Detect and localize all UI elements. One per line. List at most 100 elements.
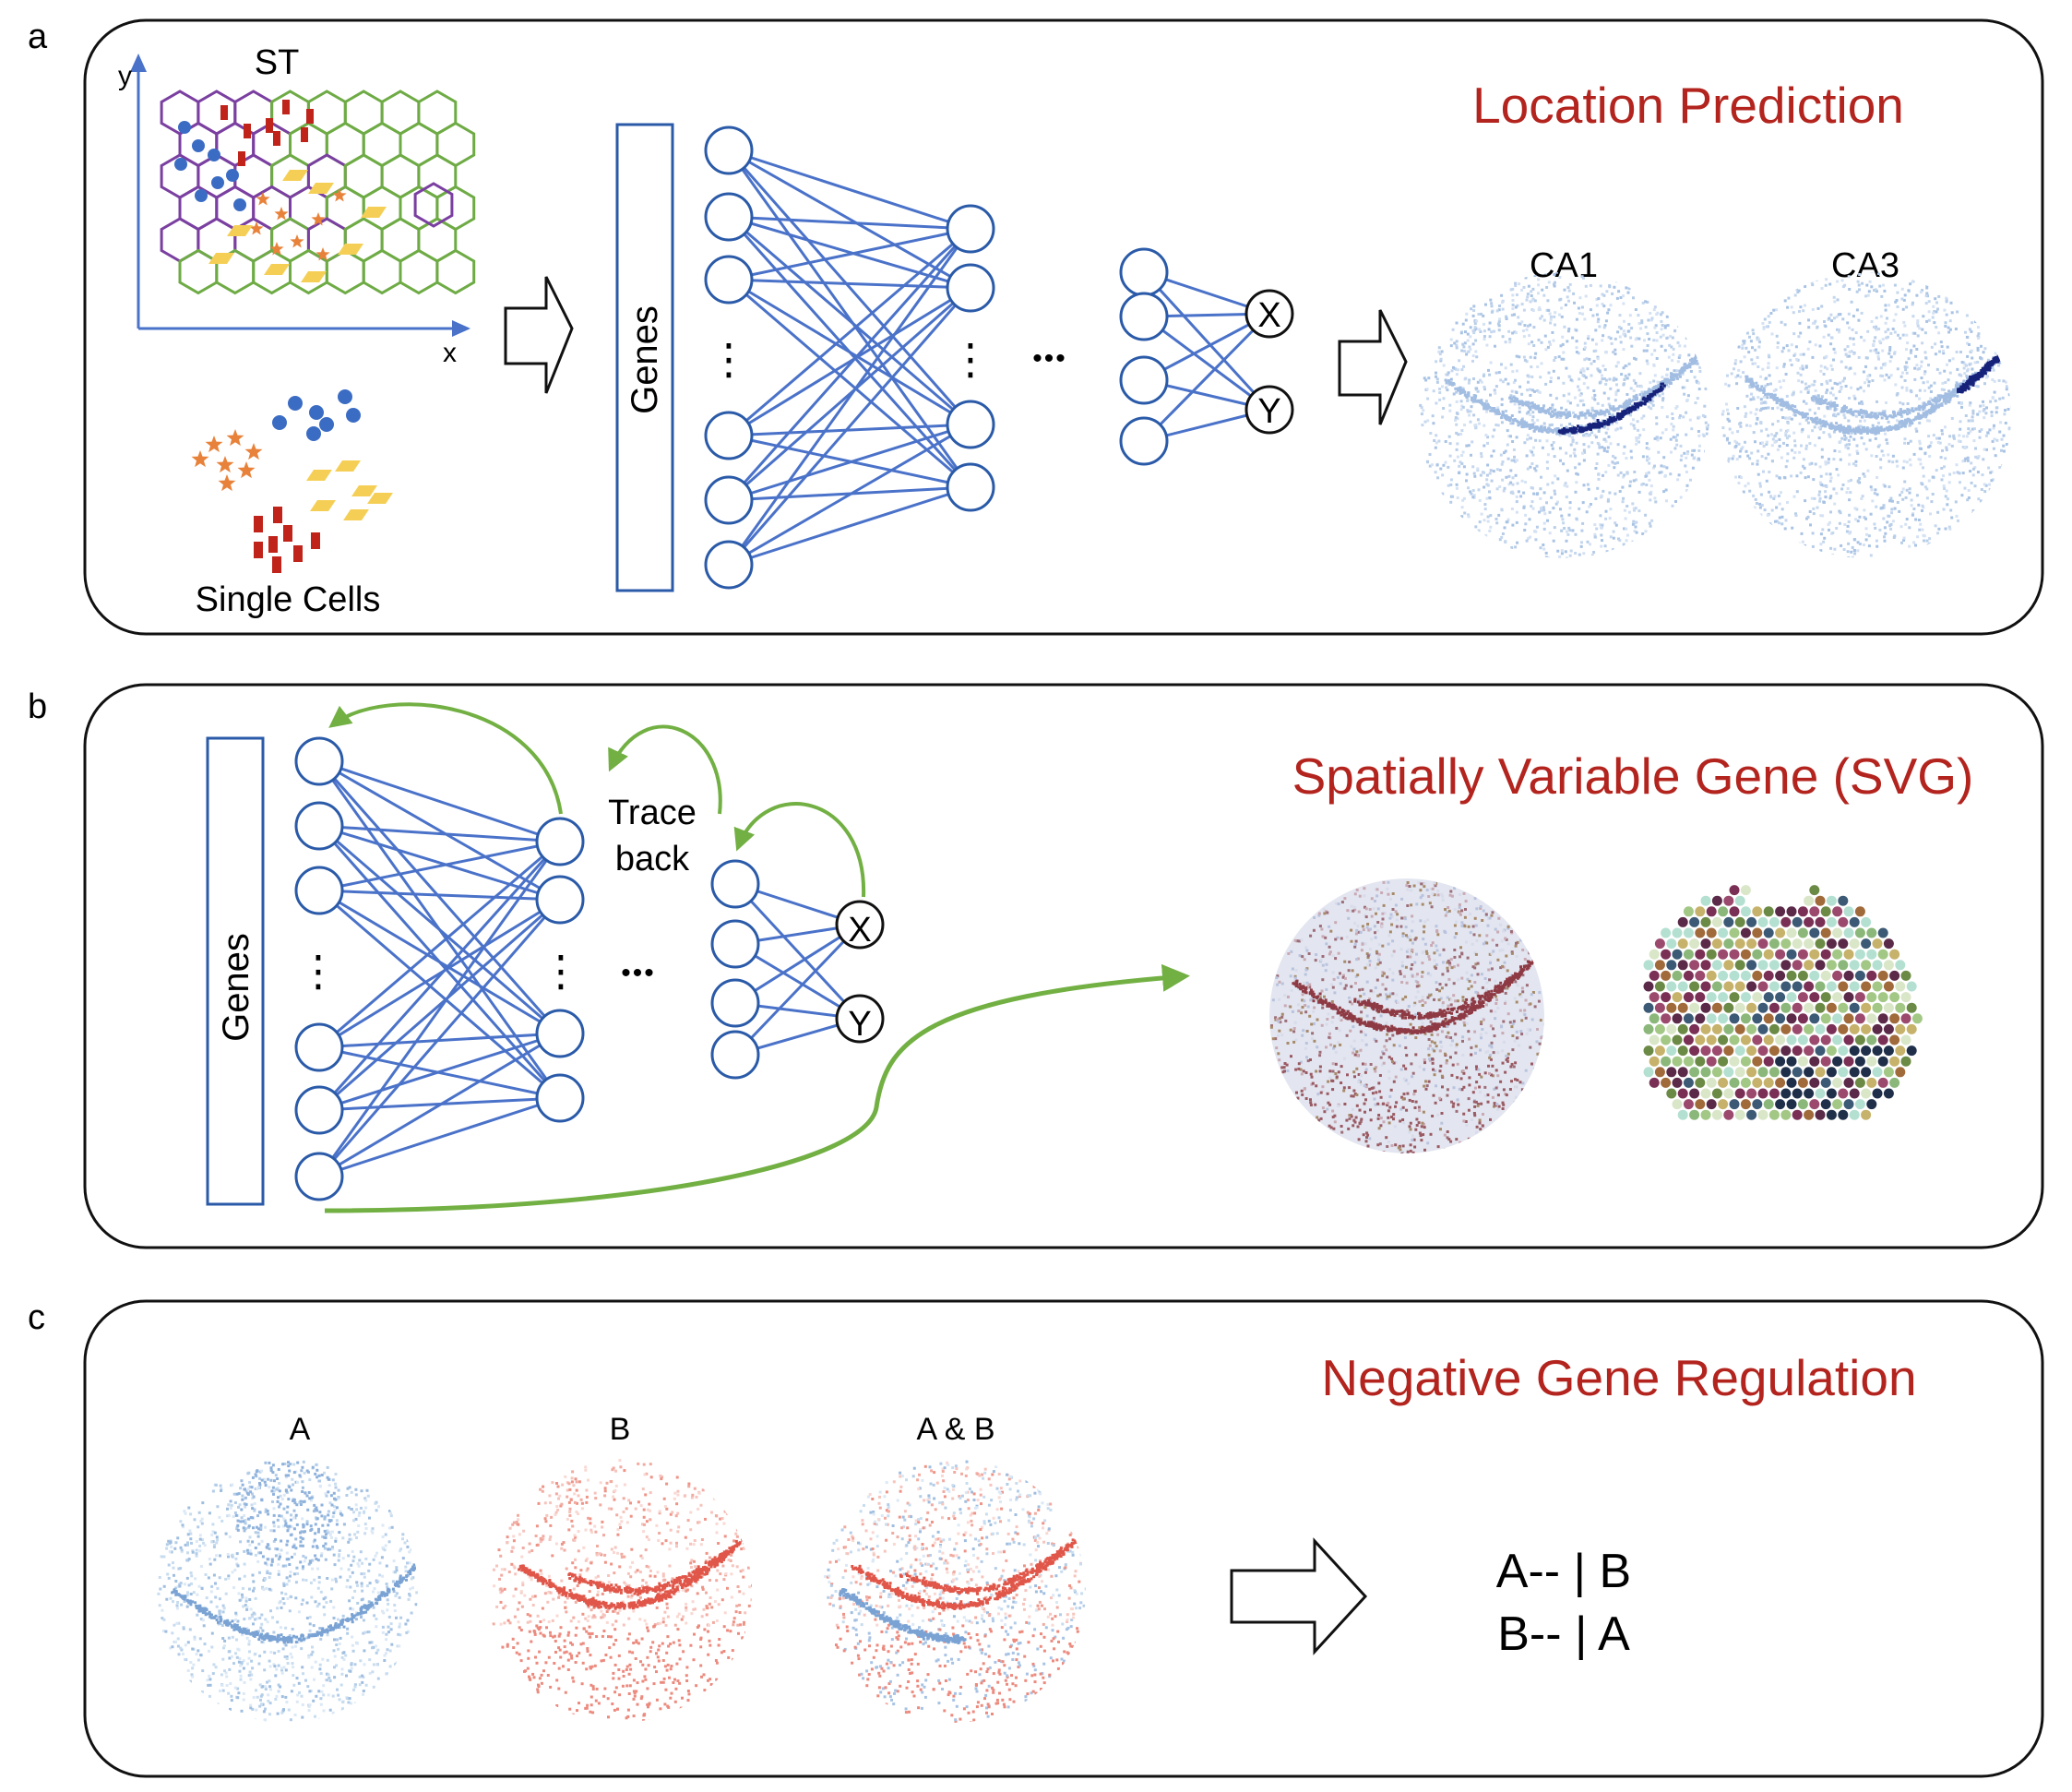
tissue-point	[1755, 502, 1758, 505]
band-point	[1870, 411, 1874, 414]
nn-node-input	[704, 540, 754, 590]
tissue-point	[1574, 454, 1577, 458]
tissue-point	[1923, 370, 1927, 374]
tissue-point	[1956, 367, 1959, 371]
band-point	[1816, 400, 1819, 404]
tissue-point	[1841, 379, 1845, 383]
tissue-point	[1618, 335, 1622, 339]
tissue-point	[1581, 451, 1584, 455]
band-point	[1968, 377, 1971, 381]
band-point	[1997, 358, 2000, 362]
tissue-point	[1680, 454, 1684, 458]
tissue-point	[1497, 371, 1501, 375]
tissue-point	[1622, 294, 1625, 298]
tissue-point	[1678, 414, 1682, 417]
tissue-point	[1794, 514, 1798, 518]
tissue-point	[1549, 321, 1553, 325]
band-point	[1449, 381, 1453, 385]
tissue-point	[1645, 472, 1649, 475]
tissue-point	[1900, 386, 1904, 389]
tissue-point	[1856, 388, 1860, 391]
tissue-point	[1690, 427, 1694, 431]
tissue-point	[1494, 518, 1498, 520]
tissue-point	[1622, 475, 1625, 479]
tissue-point	[1472, 494, 1476, 497]
tissue-point	[1831, 532, 1835, 534]
band-point	[1981, 366, 1984, 370]
tissue-point	[1435, 401, 1438, 405]
tissue-point	[1759, 398, 1763, 401]
tissue-point	[1462, 364, 1465, 368]
tissue-point	[1887, 460, 1891, 463]
tissue-point	[1725, 402, 1728, 406]
ca3-label: CA3	[1831, 246, 1899, 285]
tissue-point	[1757, 345, 1761, 349]
tissue-point	[1918, 327, 1922, 330]
band-point	[1657, 383, 1661, 387]
tissue-point	[1921, 289, 1923, 293]
tissue-point	[1485, 483, 1489, 486]
tissue-point	[1525, 539, 1529, 543]
tissue-point	[1842, 413, 1846, 417]
tissue-point	[1626, 533, 1629, 537]
tissue-point	[1645, 442, 1649, 446]
tissue-point	[1770, 332, 1774, 336]
band-point	[1830, 404, 1834, 408]
tissue-point	[1526, 388, 1530, 392]
band-point	[1983, 371, 1986, 375]
band-point	[1971, 376, 1974, 380]
tissue-point	[1454, 367, 1458, 371]
band-point	[1655, 392, 1659, 396]
band-point	[1567, 411, 1571, 414]
tissue-point	[1983, 448, 1986, 451]
tissue-point	[1734, 475, 1737, 479]
tissue-point	[1655, 436, 1659, 439]
band-point	[1936, 405, 1940, 409]
band-point	[1616, 413, 1620, 417]
band-point	[1519, 421, 1523, 424]
tissue-point	[1818, 465, 1822, 469]
tissue-point	[1748, 335, 1751, 339]
tissue-point	[1811, 321, 1815, 325]
tissue-point	[1924, 293, 1928, 297]
tissue-point	[1554, 397, 1558, 400]
genes-label: Genes	[625, 305, 665, 414]
tissue-point	[1604, 431, 1608, 435]
tissue-point	[1925, 292, 1929, 295]
tissue-point	[1460, 506, 1464, 509]
tissue-point	[1907, 357, 1911, 361]
tissue-point	[1746, 482, 1750, 485]
tissue-point	[1632, 479, 1636, 483]
tissue-point	[1822, 335, 1826, 339]
tissue-point	[1466, 332, 1470, 336]
tissue-point	[1811, 532, 1815, 535]
tissue-point	[1488, 321, 1492, 325]
band-point	[1859, 409, 1863, 412]
tissue-point	[1973, 484, 1977, 488]
tissue-point	[1506, 443, 1509, 447]
st-x-axis-arrowhead	[452, 320, 470, 337]
tissue-point	[1476, 467, 1480, 471]
tissue-point	[1531, 287, 1535, 291]
tissue-point	[1671, 412, 1674, 415]
tissue-point	[1896, 501, 1899, 504]
tissue-point	[1578, 377, 1581, 381]
band-point	[1775, 401, 1779, 405]
tissue-point	[1945, 296, 1948, 300]
tissue-point	[1627, 322, 1631, 326]
tissue-point	[1926, 380, 1929, 384]
tissue-point	[1601, 403, 1604, 407]
tissue-point	[1566, 530, 1568, 533]
tissue-point	[1880, 294, 1884, 298]
tissue-point	[1617, 537, 1620, 541]
tissue-point	[1943, 487, 1947, 490]
tissue-point	[1913, 377, 1917, 381]
tissue-point	[1562, 381, 1566, 385]
tissue-point	[1634, 507, 1637, 510]
tissue-point	[1549, 393, 1553, 397]
tissue-point	[2003, 412, 2007, 416]
band-point	[1869, 412, 1873, 416]
tissue-point	[1968, 403, 1971, 407]
band-point	[1551, 410, 1554, 413]
tissue-point	[1524, 481, 1528, 484]
